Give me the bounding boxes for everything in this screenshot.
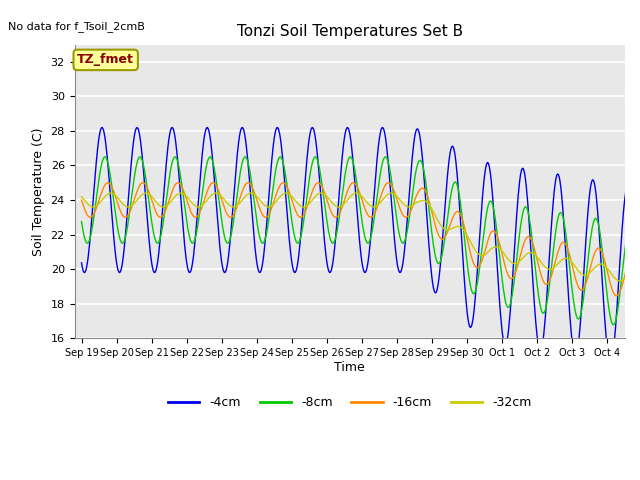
Text: TZ_fmet: TZ_fmet (77, 53, 134, 66)
Legend: -4cm, -8cm, -16cm, -32cm: -4cm, -8cm, -16cm, -32cm (163, 392, 536, 414)
Title: Tonzi Soil Temperatures Set B: Tonzi Soil Temperatures Set B (237, 24, 463, 39)
X-axis label: Time: Time (334, 360, 365, 374)
Y-axis label: Soil Temperature (C): Soil Temperature (C) (32, 127, 45, 256)
Text: No data for f_Tsoil_2cmB: No data for f_Tsoil_2cmB (8, 21, 145, 32)
